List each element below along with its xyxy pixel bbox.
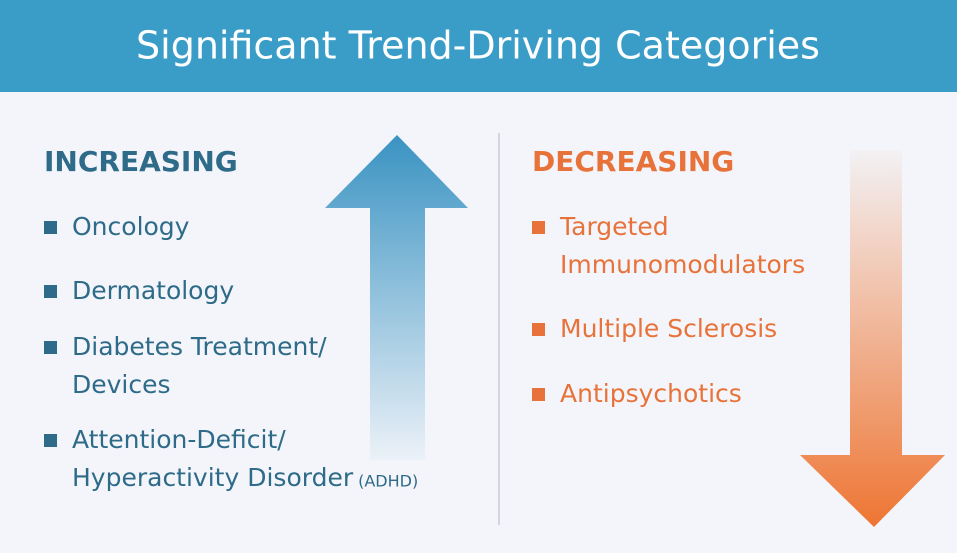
list-item: Attention-Deficit/ (72, 425, 286, 454)
list-item: Devices (72, 370, 171, 399)
list-item: Diabetes Treatment/ (72, 332, 327, 361)
up-arrow (325, 135, 468, 460)
list-item: Antipsychotics (560, 379, 742, 408)
list-item: Targeted (559, 212, 669, 241)
column-heading: INCREASING (44, 145, 238, 178)
list-item: Multiple Sclerosis (560, 314, 777, 343)
bullet (44, 221, 57, 234)
list-item: Immunomodulators (560, 250, 805, 279)
column-heading: DECREASING (532, 145, 734, 178)
down-arrow (800, 150, 945, 527)
list-item: Dermatology (72, 276, 234, 305)
bullet (532, 221, 545, 234)
item-note: (ADHD) (358, 472, 418, 491)
bullet (532, 323, 545, 336)
bullet (44, 285, 57, 298)
bullet (532, 388, 545, 401)
header-band (0, 0, 957, 92)
list-item: Oncology (72, 212, 190, 241)
bullet (44, 434, 57, 447)
bullet (44, 341, 57, 354)
list-item: Hyperactivity Disorder (72, 463, 354, 492)
title: Significant Trend-Driving Categories (136, 24, 820, 68)
columns: INCREASING Oncology Dermatology Diabetes Tr… (44, 145, 805, 492)
